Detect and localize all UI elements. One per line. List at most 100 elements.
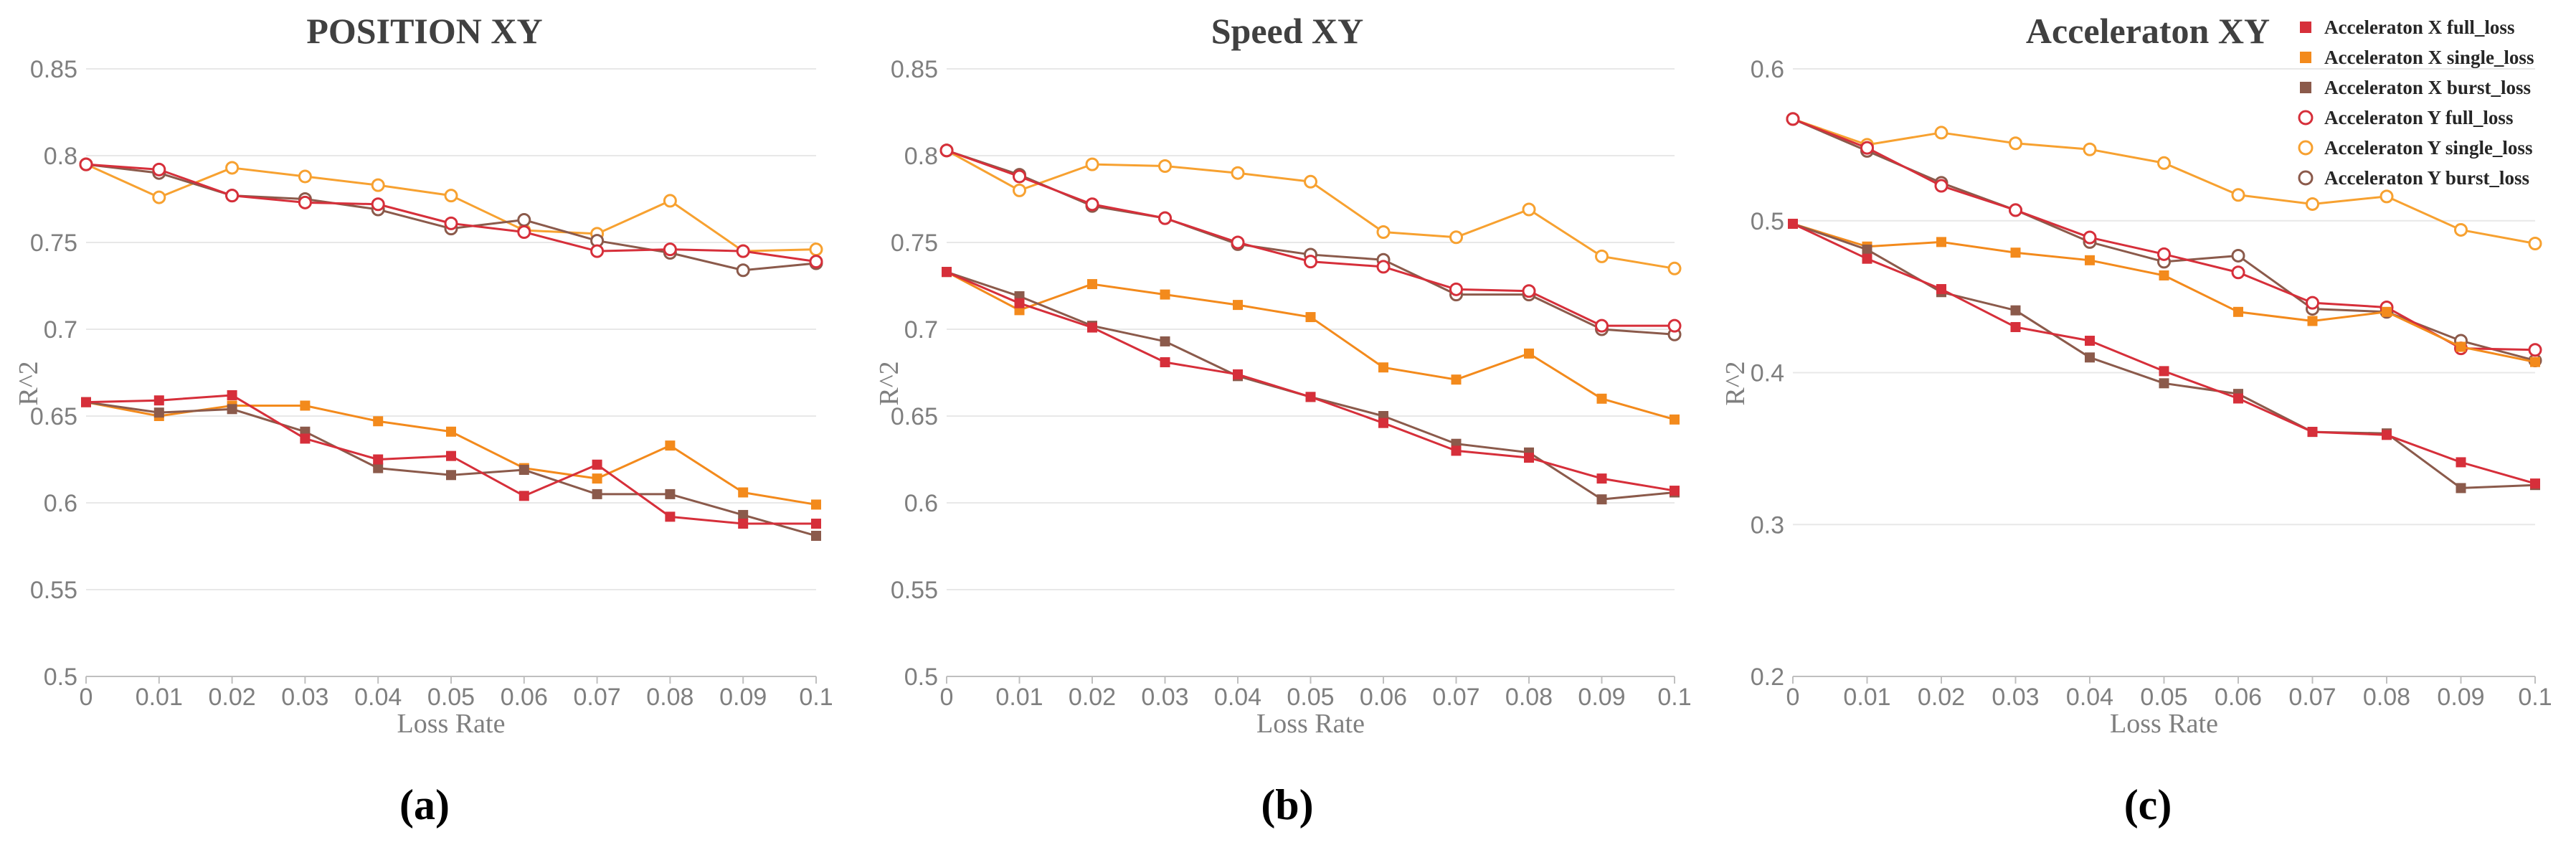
data-point [2085, 352, 2095, 363]
x-tick-label: 0.06 [501, 684, 548, 711]
legend-item-acceleraton-x-full-loss: Acceleraton X full_loss [2300, 16, 2514, 38]
x-tick-label: 0.1 [799, 684, 833, 711]
y-tick-label: 0.4 [1751, 360, 1784, 387]
chart-title: POSITION XY [306, 11, 542, 51]
series-acceleraton-y-full-loss [939, 143, 1682, 333]
data-point [2010, 305, 2021, 316]
data-point [2454, 222, 2468, 237]
x-tick-label: 0.02 [1069, 684, 1116, 711]
x-tick-label: 0.03 [281, 684, 328, 711]
y-tick-label: 0.75 [30, 230, 77, 257]
y-tick-label: 0.65 [30, 403, 77, 430]
data-point [1087, 279, 1097, 290]
data-point [2231, 248, 2245, 263]
data-point [2233, 306, 2243, 317]
data-point [1786, 112, 1800, 126]
x-tick-label: 0.01 [995, 684, 1043, 711]
data-point [2306, 296, 2319, 310]
y-axis-label: R^2 [1720, 361, 1751, 405]
legend-marker [2298, 110, 2314, 126]
x-tick-label: 0.01 [136, 684, 183, 711]
series-acceleraton-x-single-loss [1788, 218, 2540, 367]
data-point [665, 488, 676, 499]
data-point [1667, 261, 1682, 275]
data-point [1934, 179, 1948, 193]
series-line [85, 163, 817, 252]
chart-panels: 0.5 0.55 0.6 0.65 0.7 0.75 0.8 0.85 0 0.01 0.02 0.0… [14, 11, 2552, 739]
data-point [1376, 260, 1391, 274]
data-point [663, 242, 677, 257]
data-point [1158, 159, 1172, 174]
x-tick-label: 0.08 [646, 684, 693, 711]
data-point [517, 213, 531, 227]
data-point [2382, 430, 2392, 440]
legend-label: Acceleraton Y single_loss [2324, 137, 2532, 159]
legend: Acceleraton X full_loss Acceleraton X sin… [2298, 16, 2534, 189]
data-point [1862, 244, 1872, 255]
data-point [1451, 445, 1462, 456]
chart-panel-3: 0.2 0.3 0.4 0.5 0.6 0 0.01 0.02 0.03 0.04 0.05 0.06… [1720, 11, 2552, 739]
data-point [153, 395, 164, 406]
y-tick-label: 0.7 [904, 316, 938, 344]
data-point [1788, 218, 1798, 229]
data-point [2231, 265, 2245, 280]
data-point [1936, 237, 1946, 247]
data-point [373, 454, 384, 465]
data-point [1862, 253, 1872, 264]
series-line [946, 270, 1675, 492]
data-point [1233, 300, 1243, 311]
data-point [2010, 321, 2021, 332]
data-point [2157, 247, 2171, 261]
data-point [1449, 282, 1463, 296]
data-point [2456, 457, 2466, 468]
data-point [152, 162, 166, 176]
y-tick-label: 0.85 [891, 56, 938, 83]
data-point [1378, 362, 1388, 373]
data-point [2159, 366, 2169, 377]
data-point [1524, 453, 1534, 463]
data-point [665, 440, 676, 451]
data-point [939, 143, 954, 158]
legend-item-acceleraton-x-single-loss: Acceleraton X single_loss [2300, 47, 2534, 68]
series-line [85, 163, 817, 263]
data-point [738, 519, 749, 529]
data-point [152, 190, 166, 204]
data-point [153, 407, 164, 418]
y-tick-label: 0.3 [1751, 511, 1784, 539]
data-point [518, 491, 529, 501]
data-point [809, 255, 823, 269]
legend-label: Acceleraton X single_loss [2324, 47, 2534, 68]
data-point [300, 433, 311, 444]
data-point [2083, 230, 2097, 245]
y-tick-label: 0.6 [44, 490, 77, 517]
data-point [665, 511, 676, 522]
chart-panel-2: 0.5 0.55 0.6 0.65 0.7 0.75 0.8 0.85 0 0.01 0.02 0.0… [874, 11, 1692, 739]
series-acceleraton-y-full-loss [79, 157, 823, 269]
y-axis-label: R^2 [874, 361, 904, 405]
data-point [809, 242, 823, 257]
y-tick-label: 0.2 [1751, 664, 1784, 691]
x-tick-label: 0.07 [574, 684, 621, 711]
y-tick-label: 0.55 [891, 577, 938, 604]
data-point [518, 465, 529, 476]
data-point [1160, 336, 1170, 346]
data-point [517, 225, 531, 239]
data-point [592, 473, 602, 484]
data-point [592, 488, 602, 499]
legend-item-acceleraton-y-burst-loss: Acceleraton Y burst_loss [2298, 167, 2529, 189]
series-acceleraton-x-full-loss [81, 390, 821, 529]
x-tick-label: 0.04 [354, 684, 402, 711]
x-tick-label: 0 [940, 684, 954, 711]
x-axis-label: Loss Rate [397, 709, 506, 739]
data-point [446, 470, 456, 481]
data-point [2456, 341, 2466, 352]
data-point [2380, 189, 2394, 204]
data-point [811, 519, 821, 529]
x-axis-label: Loss Rate [2110, 709, 2218, 739]
x-tick-label: 0.09 [719, 684, 767, 711]
series-acceleraton-y-single-loss [939, 143, 1682, 275]
legend-marker [2298, 170, 2314, 186]
chart-title: Speed XY [1211, 11, 1364, 51]
legend-label: Acceleraton Y full_loss [2324, 107, 2513, 128]
data-point [2010, 247, 2021, 258]
